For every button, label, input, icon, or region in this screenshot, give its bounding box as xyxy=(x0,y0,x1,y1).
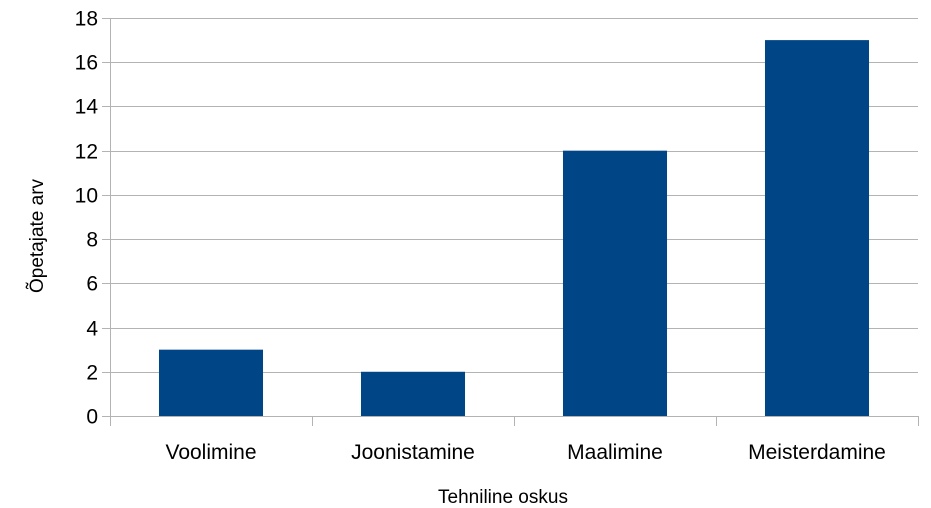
bar-maalimine xyxy=(562,150,668,416)
axes xyxy=(102,18,919,426)
bars xyxy=(158,40,870,416)
x-tick-label: Voolimine xyxy=(165,441,256,464)
x-tick-labels: Voolimine Joonistamine Maalimine Meisterdam… xyxy=(165,441,885,464)
y-tick-labels: 0 2 4 6 8 10 12 14 16 18 xyxy=(75,8,99,429)
x-axis-title: Tehniline oskus xyxy=(438,487,568,508)
bar-voolimine xyxy=(158,349,264,416)
x-tick-label: Maalimine xyxy=(567,441,663,464)
y-tick-label: 4 xyxy=(86,318,98,341)
x-tick-label: Meisterdamine xyxy=(748,441,886,464)
y-tick-label: 10 xyxy=(75,185,98,208)
bar-joonistamine xyxy=(360,371,466,416)
y-tick-label: 6 xyxy=(86,273,98,296)
y-axis-title: Õpetajate arv xyxy=(26,178,48,293)
y-tick-label: 0 xyxy=(86,406,98,429)
y-tick-label: 8 xyxy=(86,229,98,252)
y-tick-label: 12 xyxy=(75,141,98,164)
bar-meisterdamine xyxy=(764,40,870,416)
gridlines xyxy=(110,18,918,373)
y-tick-label: 2 xyxy=(86,362,98,385)
y-tick-label: 16 xyxy=(75,52,98,75)
y-tick-label: 14 xyxy=(75,96,99,119)
x-tick-label: Joonistamine xyxy=(351,441,475,464)
y-tick-label: 18 xyxy=(75,8,98,31)
